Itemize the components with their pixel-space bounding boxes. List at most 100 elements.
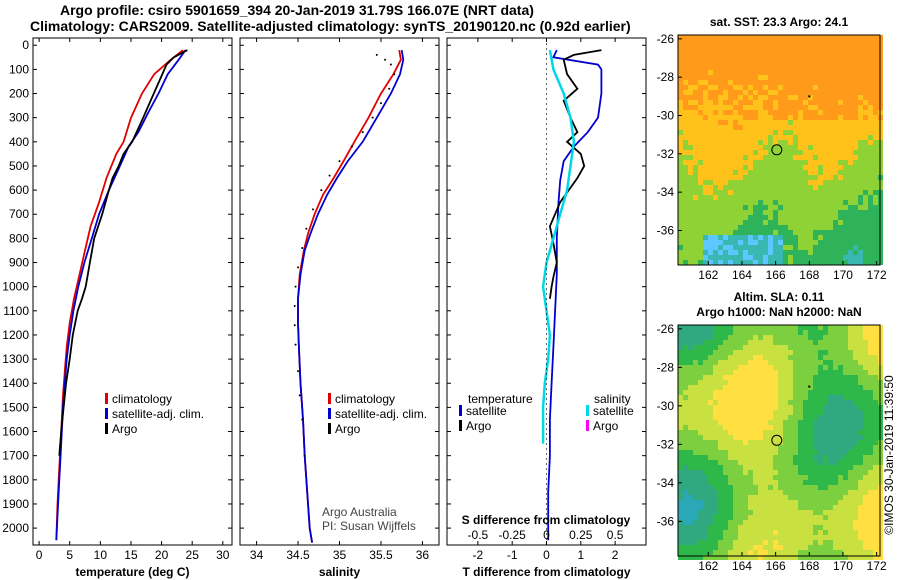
map-cell	[738, 205, 743, 210]
map-cell	[823, 165, 828, 170]
map-cell	[683, 480, 688, 485]
map-cell	[768, 155, 773, 160]
map-cell	[863, 90, 868, 95]
map-cell	[713, 415, 718, 420]
map-cell	[858, 360, 863, 365]
map-cell	[763, 490, 768, 495]
map-cell	[733, 395, 738, 400]
map-cell	[693, 325, 698, 330]
map-cell	[868, 535, 873, 540]
map-cell	[848, 470, 853, 475]
map-cell	[738, 495, 743, 500]
map-cell	[728, 450, 733, 455]
map-cell	[838, 125, 843, 130]
map-cell	[723, 210, 728, 215]
map-cell	[858, 55, 863, 60]
map-cell	[733, 470, 738, 475]
y-tick-label: 100	[9, 62, 29, 76]
map-cell	[683, 365, 688, 370]
map-cell	[813, 170, 818, 175]
map-cell	[828, 235, 833, 240]
map-cell	[758, 505, 763, 510]
map-cell	[803, 140, 808, 145]
map-cell	[738, 70, 743, 75]
map-cell	[768, 35, 773, 40]
map-cell	[723, 35, 728, 40]
map-cell	[773, 380, 778, 385]
map-cell	[688, 130, 693, 135]
map-cell	[768, 120, 773, 125]
map-cell	[853, 530, 858, 535]
map-cell	[798, 480, 803, 485]
series-t-argo	[548, 49, 602, 299]
map-cell	[733, 530, 738, 535]
map-cell	[813, 550, 818, 555]
map-cell	[773, 65, 778, 70]
map-cell	[873, 475, 878, 480]
map-cell	[723, 110, 728, 115]
map-cell	[768, 125, 773, 130]
map-cell	[823, 65, 828, 70]
map-cell	[708, 55, 713, 60]
map-cell	[783, 475, 788, 480]
map-cell	[868, 395, 873, 400]
map-cell	[718, 125, 723, 130]
map-cell	[848, 430, 853, 435]
map-cell	[693, 100, 698, 105]
map-cell	[728, 500, 733, 505]
map-cell	[688, 395, 693, 400]
map-cell	[763, 255, 768, 260]
map-cell	[828, 115, 833, 120]
map-cell	[813, 355, 818, 360]
map-cell	[813, 410, 818, 415]
map-cell	[758, 90, 763, 95]
map-cell	[858, 255, 863, 260]
map-cell	[728, 345, 733, 350]
map-cell	[773, 345, 778, 350]
map-cell	[813, 180, 818, 185]
y-tick-label: 500	[9, 159, 29, 173]
map-cell	[688, 525, 693, 530]
map-y-tick-label: -32	[657, 147, 675, 161]
map-cell	[698, 360, 703, 365]
map-cell	[688, 360, 693, 365]
map-cell	[763, 85, 768, 90]
map-cell	[823, 540, 828, 545]
annotation-pi: PI: Susan Wijffels	[322, 519, 416, 533]
map-cell	[728, 200, 733, 205]
map-cell	[753, 425, 758, 430]
map-cell	[843, 40, 848, 45]
map-cell	[793, 345, 798, 350]
map-cell	[703, 205, 708, 210]
map-cell	[823, 135, 828, 140]
map-cell	[688, 345, 693, 350]
map-cell	[763, 195, 768, 200]
map-y-tick-label: -28	[657, 360, 675, 374]
map-cell	[713, 325, 718, 330]
map-cell	[793, 450, 798, 455]
map-cell	[728, 180, 733, 185]
map-cell	[873, 455, 878, 460]
map-cell	[783, 425, 788, 430]
map-cell	[818, 380, 823, 385]
map-cell	[863, 230, 868, 235]
map-cell	[763, 50, 768, 55]
map-cell	[748, 125, 753, 130]
map-cell	[693, 80, 698, 85]
map-cell	[728, 145, 733, 150]
map-cell	[688, 330, 693, 335]
map-cell	[698, 230, 703, 235]
map-cell	[863, 495, 868, 500]
map-cell	[823, 530, 828, 535]
map-cell	[743, 70, 748, 75]
map-cell	[803, 510, 808, 515]
map-cell	[773, 505, 778, 510]
map-cell	[703, 110, 708, 115]
map-cell	[713, 100, 718, 105]
map-cell	[713, 385, 718, 390]
map-cell	[853, 100, 858, 105]
map-cell	[768, 65, 773, 70]
map-cell	[868, 240, 873, 245]
map-cell	[798, 180, 803, 185]
map-cell	[783, 210, 788, 215]
